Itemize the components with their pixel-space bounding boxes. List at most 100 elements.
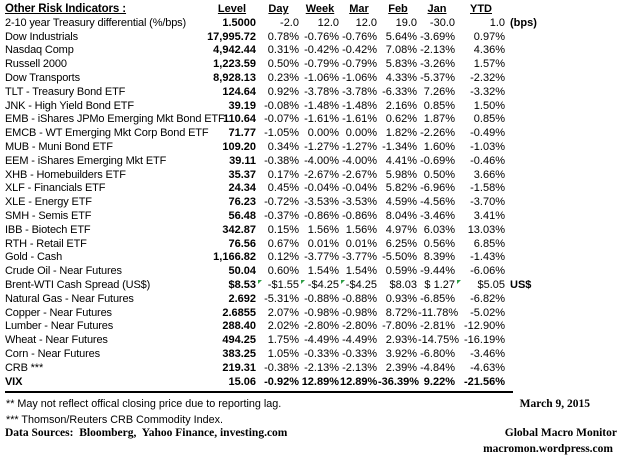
cell-label: EMB - iShares JPMo Emerging Mkt Bond ETF [5, 113, 225, 126]
table-row: SMH - Semis ETF 56.48 -0.37% -0.86% -0.86% 8.… [5, 210, 565, 224]
cell-feb: -7.80% [382, 320, 417, 333]
cell-week: -0.88% [304, 292, 339, 305]
cell-label: EMCB - WT Emerging Mkt Corp Bond ETF [5, 127, 209, 140]
cell-label: XLE - Energy ETF [5, 196, 92, 209]
table-row: EMB - iShares JPMo Emerging Mkt Bond ETF… [5, 113, 565, 127]
cell-week: -1.27% [304, 140, 339, 153]
cell-week: -1.61% [304, 113, 339, 126]
column-header-jan: Jan [427, 3, 447, 15]
cell-level: $8.53 [228, 278, 256, 291]
cell-mar: 12.89% [340, 375, 378, 388]
cell-week: -0.79% [304, 58, 339, 71]
cell-unit [506, 113, 565, 127]
cell-day: -0.07% [264, 113, 299, 126]
cell-level: 219.31 [222, 361, 256, 374]
cell-feb: 1.82% [385, 127, 417, 140]
cell-day: -$1.55 [257, 279, 300, 293]
table-row: Dow Industrials 17,995.72 0.78% -0.76% -0.76… [5, 31, 565, 45]
cell-week: -2.67% [304, 168, 339, 181]
cell-feb: 5.98% [385, 168, 417, 181]
cell-level: 39.19 [228, 99, 256, 112]
table-row: Natural Gas - Near Futures 2.692 -5.31% -0.… [5, 293, 565, 307]
cell-ytd: -0.46% [470, 154, 505, 167]
cell-label: Dow Industrials [5, 30, 78, 43]
cell-mar: -0.33% [342, 347, 377, 360]
cell-level: 1,223.59 [213, 58, 256, 71]
cell-week: -0.86% [304, 209, 339, 222]
cell-day: 1.75% [267, 334, 299, 347]
cell-feb: 8.04% [385, 209, 417, 222]
cell-jan: -6.96% [420, 182, 455, 195]
cell-level: 76.56 [228, 237, 256, 250]
cell-week: 0.00% [307, 127, 339, 140]
cell-week: -$4.25 [300, 279, 340, 293]
cell-jan: 6.03% [423, 223, 455, 236]
table-row: XLF - Financials ETF 24.34 0.45% -0.04% -0.0… [5, 182, 565, 196]
brand-name: Global Macro Monitor [504, 427, 617, 439]
cell-week: -2.13% [304, 361, 339, 374]
cell-label: Brent-WTI Cash Spread (US$) [5, 278, 151, 291]
risk-indicators-table: Other Risk Indicators : Level Day Week Mar F… [5, 3, 565, 389]
cell-mar: -1.27% [342, 140, 377, 153]
cell-jan: -3.26% [420, 58, 455, 71]
cell-unit [506, 44, 565, 58]
cell-jan: 7.26% [423, 85, 455, 98]
column-header-unit-spacer [506, 3, 565, 17]
cell-mar: -1.61% [342, 113, 377, 126]
table-row: Dow Transports 8,928.13 0.23% -1.06% -1.06% 4… [5, 72, 565, 86]
cell-level: 50.04 [228, 265, 256, 278]
cell-feb: 8.72% [385, 306, 417, 319]
brand-url: macromon.wordpress.com [483, 443, 613, 455]
cell-level: 39.11 [229, 154, 256, 167]
table-row: VIX 15.06 -0.92% 12.89% 12.89% -36.39% 9.22% -2… [5, 376, 565, 390]
cell-day: 0.45% [267, 182, 299, 195]
cell-unit [506, 224, 565, 238]
cell-mar: -2.67% [342, 168, 377, 181]
cell-unit [506, 86, 565, 100]
cell-ytd: -5.02% [470, 306, 505, 319]
cell-jan: -14.75% [418, 334, 459, 347]
cell-label: Wheat - Near Futures [5, 334, 108, 347]
cell-feb: 3.92% [385, 347, 417, 360]
cell-jan: -6.85% [420, 292, 455, 305]
cell-feb: 2.39% [385, 361, 417, 374]
cell-level: 342.87 [222, 223, 256, 236]
cell-day: 0.60% [267, 265, 299, 278]
cell-week: -3.78% [304, 85, 339, 98]
cell-label: VIX [5, 375, 23, 388]
cell-day: -5.31% [264, 292, 299, 305]
cell-week: -0.98% [304, 306, 339, 319]
cell-unit [506, 169, 565, 183]
cell-mar: -0.88% [342, 292, 377, 305]
cell-day: 1.05% [267, 347, 299, 360]
cell-ytd: -6.06% [470, 265, 505, 278]
comment-flag-icon [301, 279, 305, 284]
cell-unit: (bps) [510, 16, 537, 29]
cell-level: 56.48 [228, 209, 256, 222]
table-row: Lumber - Near Futures 288.40 2.02% -2.80% -2… [5, 320, 565, 334]
cell-label: 2-10 year Treasury differential (%/bps) [5, 16, 187, 29]
cell-jan: -2.81% [420, 320, 455, 333]
column-header-day: Day [268, 3, 289, 15]
cell-feb: 4.41% [385, 154, 417, 167]
table-row: MUB - Muni Bond ETF 109.20 0.34% -1.27% -1.2… [5, 141, 565, 155]
cell-jan: -0.69% [420, 154, 455, 167]
cell-feb: 6.25% [385, 237, 417, 250]
comment-flag-icon [258, 279, 262, 284]
table-row: Russell 2000 1,223.59 0.50% -0.79% -0.79% 5.8… [5, 58, 565, 72]
cell-day: -0.38% [264, 361, 299, 374]
cell-day: 0.50% [267, 58, 299, 71]
cell-day: 2.02% [267, 320, 299, 333]
cell-week: -2.80% [304, 320, 339, 333]
cell-ytd: -3.70% [470, 196, 505, 209]
cell-label: Copper - Near Futures [5, 306, 112, 319]
table-body: 2-10 year Treasury differential (%/bps) 1… [5, 17, 565, 390]
cell-day: -0.37% [264, 209, 299, 222]
cell-ytd: -21.56% [464, 375, 505, 388]
cell-label: RTH - Retail ETF [5, 237, 87, 250]
report-date: March 9, 2015 [519, 398, 590, 410]
cell-level: 494.25 [222, 334, 256, 347]
cell-ytd: -1.43% [470, 251, 505, 264]
table-row: JNK - High Yield Bond ETF 39.19 -0.08% -1.4… [5, 100, 565, 114]
cell-ytd: 1.0 [489, 16, 505, 29]
